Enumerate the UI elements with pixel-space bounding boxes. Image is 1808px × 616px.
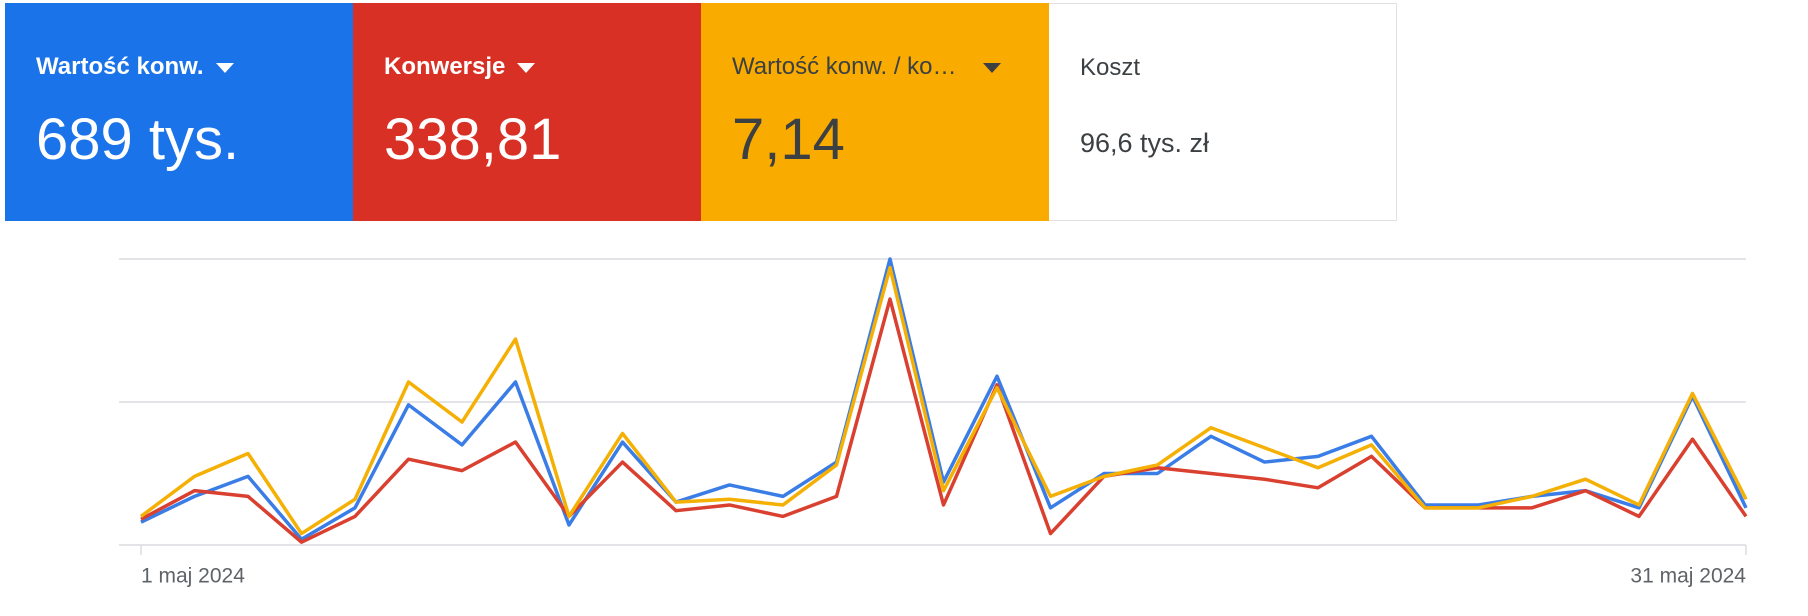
metric-label[interactable]: Konwersje xyxy=(384,53,536,81)
series-line xyxy=(139,265,1748,536)
x-tick-label: 1 maj 2024 xyxy=(141,565,245,588)
metric-label[interactable]: Wartość konw. / ko… xyxy=(732,53,1001,81)
x-tick-label: 31 maj 2024 xyxy=(1630,565,1746,588)
metric-card[interactable]: Konwersje 338,81 xyxy=(353,3,701,221)
metric-label-text: Konwersje xyxy=(384,53,506,80)
metric-label-text: Wartość konw. / ko… xyxy=(732,53,957,80)
dropdown-arrow[interactable] xyxy=(215,62,234,73)
metric-value: 689 tys. xyxy=(36,107,240,172)
metric-label: Koszt xyxy=(1080,54,1141,81)
metric-label-text: Wartość konw. xyxy=(36,53,204,80)
series-line xyxy=(140,257,1748,542)
dropdown-arrow[interactable] xyxy=(517,62,536,73)
series-line xyxy=(140,297,1748,544)
dropdown-arrow[interactable] xyxy=(982,62,1001,73)
metric-card[interactable]: Wartość konw. 689 tys. xyxy=(5,3,353,221)
metric-label[interactable]: Wartość konw. xyxy=(36,53,234,81)
metric-card[interactable]: Koszt 96,6 tys. zł xyxy=(1049,3,1397,221)
metric-value: 338,81 xyxy=(384,107,562,172)
metric-value: 7,14 xyxy=(732,107,845,172)
metric-value: 96,6 tys. zł xyxy=(1080,128,1210,158)
metric-card[interactable]: Wartość konw. / ko… 7,14 xyxy=(701,3,1049,221)
